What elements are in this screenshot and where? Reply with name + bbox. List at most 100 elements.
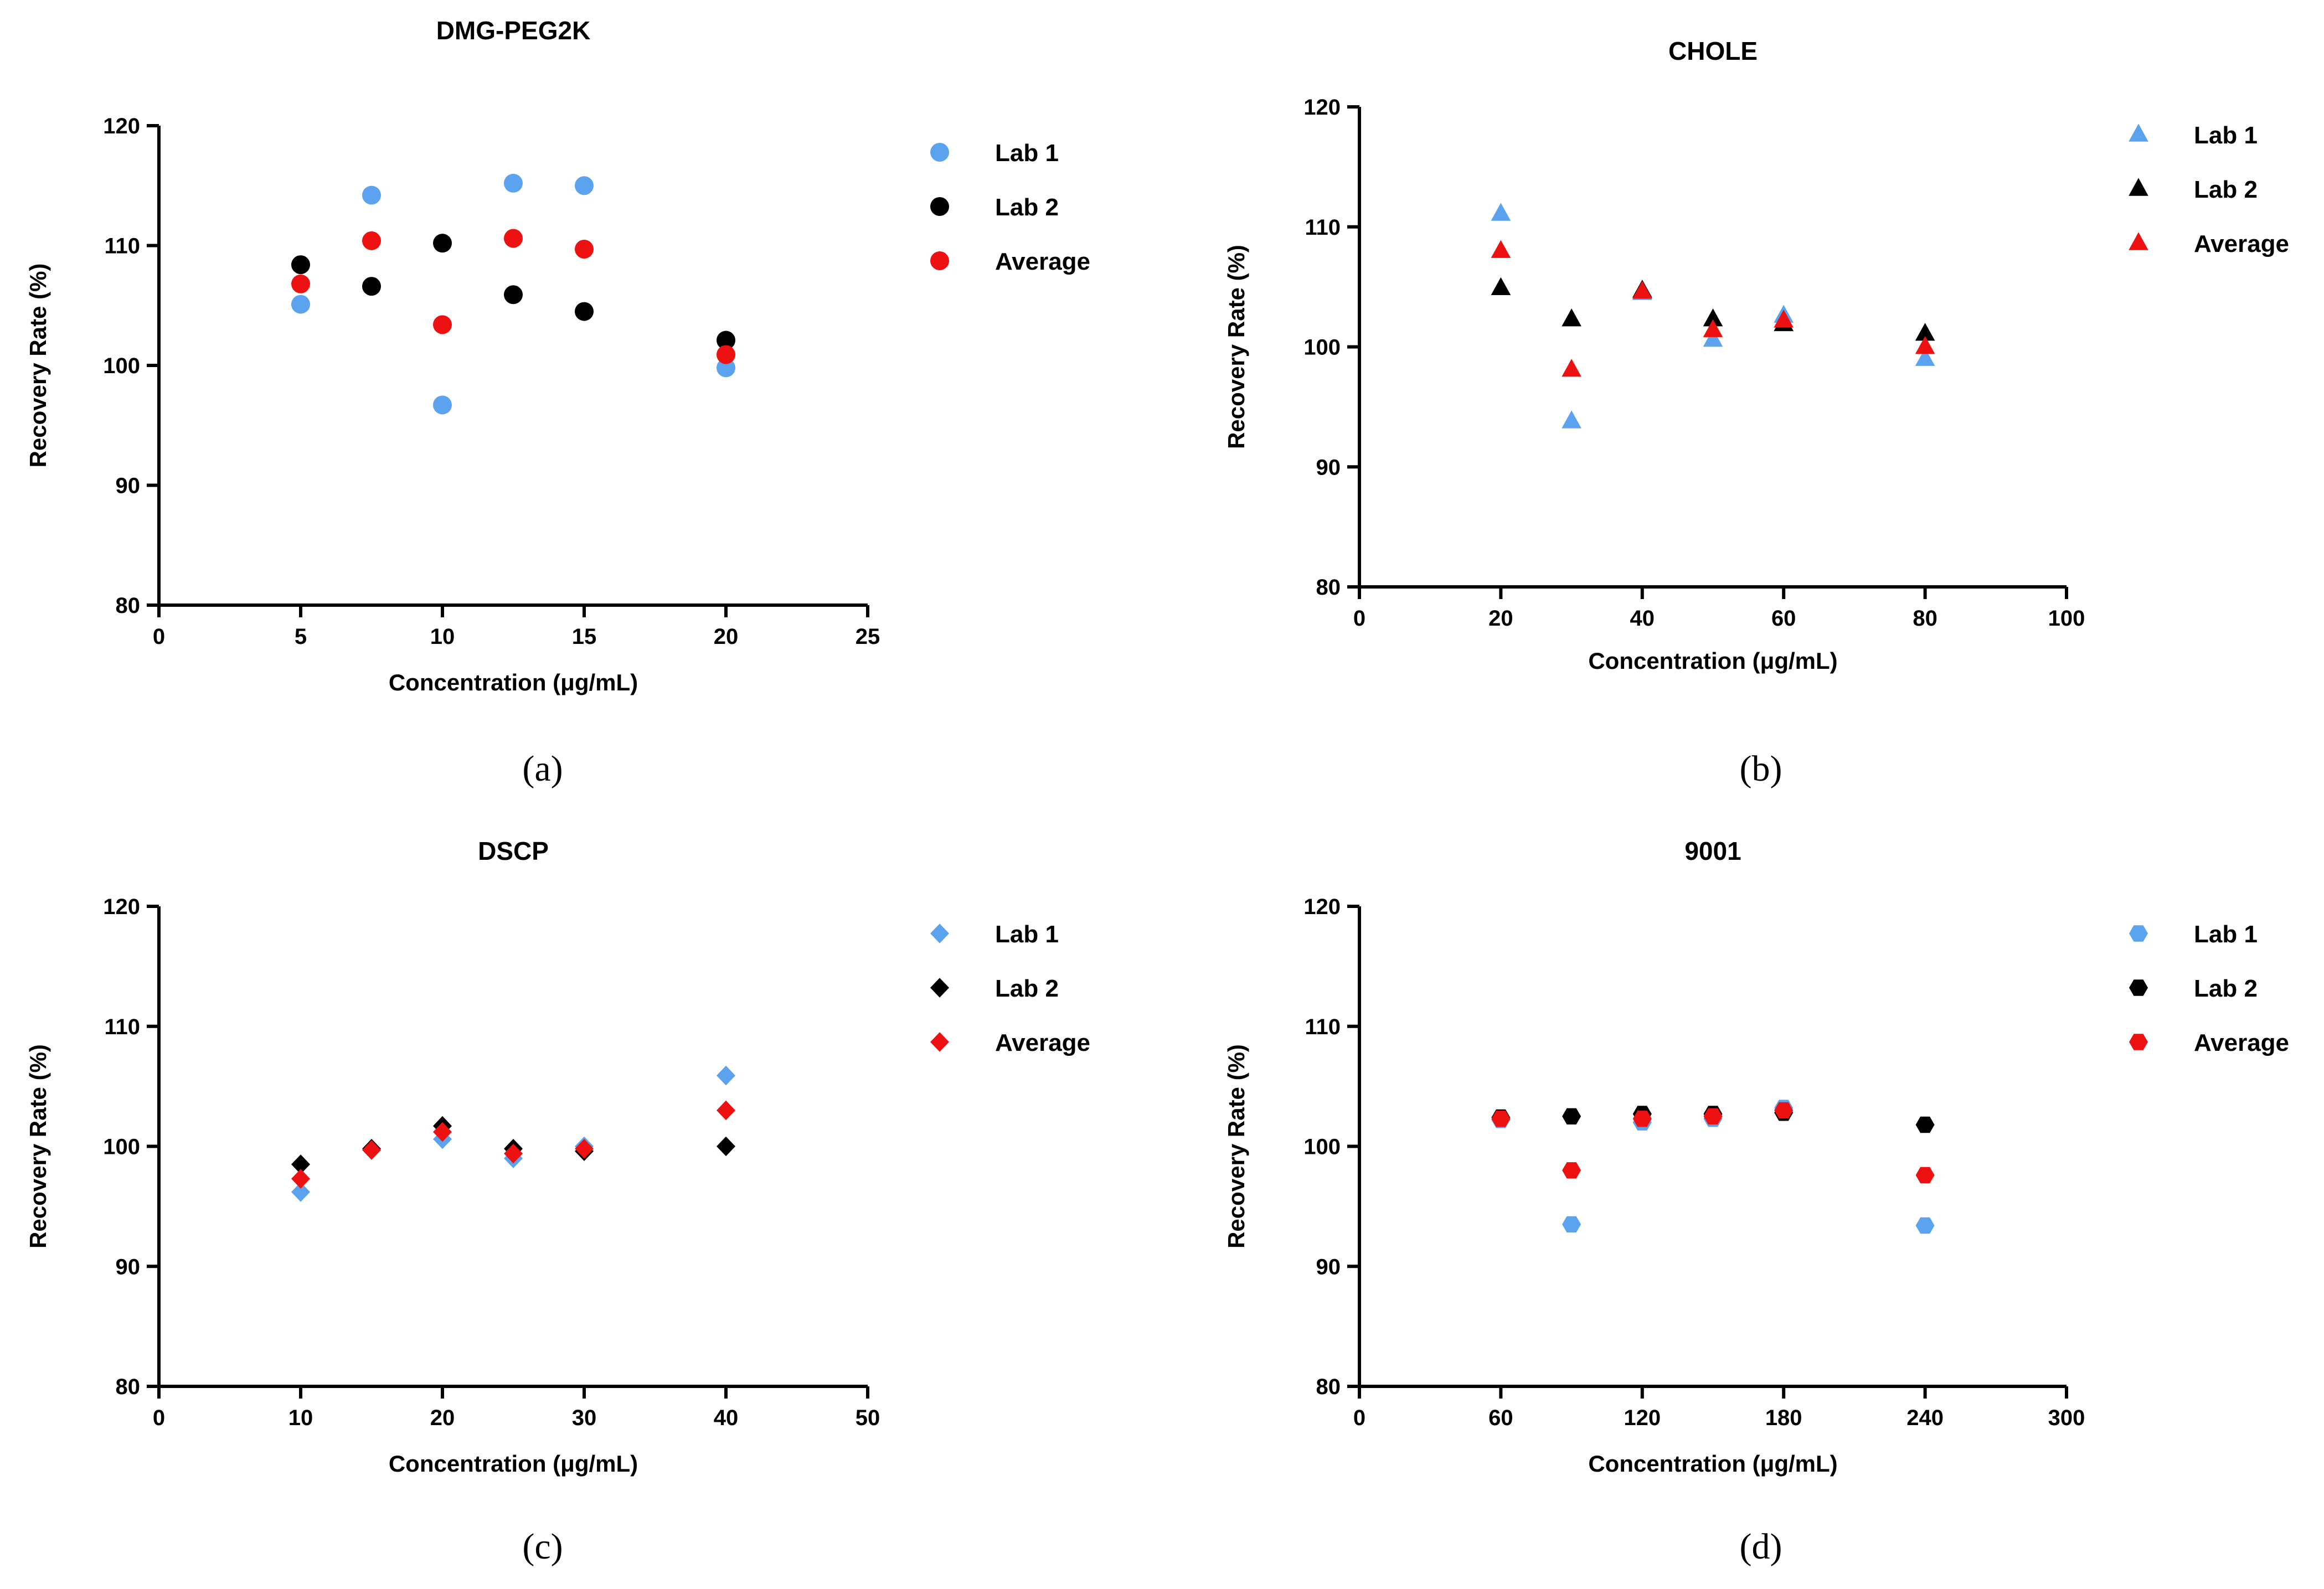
y-tick-label: 110 xyxy=(1305,215,1341,240)
data-point-average xyxy=(1632,1110,1652,1127)
chart-panel-3: DSCP 80 90 100 110 120 0 10 20 30 40 50 Concentratio… xyxy=(25,837,1090,1567)
legend-label-average: Average xyxy=(2194,1029,2289,1056)
data-point-average xyxy=(433,1122,452,1142)
legend-label-average: Average xyxy=(995,248,1090,275)
y-tick-label: 80 xyxy=(1316,1375,1341,1399)
data-point-average xyxy=(1703,319,1723,337)
data-point-average xyxy=(1915,336,1935,354)
x-tick-label: 40 xyxy=(1630,606,1655,631)
data-point-average xyxy=(575,239,594,259)
data-point-average xyxy=(1774,309,1794,328)
x-tick-label: 120 xyxy=(1624,1406,1661,1430)
y-tick-label: 80 xyxy=(116,1375,141,1399)
data-point-average xyxy=(1562,359,1581,377)
legend-label-lab-1: Lab 1 xyxy=(2194,921,2258,948)
data-point-average xyxy=(433,315,452,334)
legend-label-lab-2: Lab 2 xyxy=(2194,176,2258,203)
y-axis-label: Recovery Rate (%) xyxy=(1223,245,1249,449)
data-point-average xyxy=(1774,1102,1794,1119)
y-tick-label: 90 xyxy=(116,1255,141,1279)
legend-label-average: Average xyxy=(995,1029,1090,1056)
y-tick-label: 100 xyxy=(1303,1135,1341,1159)
y-tick-label: 110 xyxy=(1305,1015,1341,1039)
data-point-average xyxy=(1703,1108,1723,1124)
data-point-lab-1 xyxy=(291,1182,310,1202)
x-tick-label: 20 xyxy=(714,625,739,649)
y-tick-label: 80 xyxy=(116,594,141,618)
x-tick-label: 300 xyxy=(2048,1406,2085,1430)
x-tick-label: 40 xyxy=(714,1406,739,1430)
x-tick-label: 80 xyxy=(1913,606,1937,631)
data-point-lab-1 xyxy=(1703,328,1723,347)
x-tick-label: 0 xyxy=(1353,606,1365,631)
data-point-lab-1 xyxy=(504,173,523,193)
y-tick-label: 110 xyxy=(104,1015,140,1039)
legend-marker-lab-2 xyxy=(930,197,949,216)
x-tick-label: 0 xyxy=(1353,1406,1365,1430)
data-point-lab-1 xyxy=(1915,1217,1935,1234)
panel-label: (b) xyxy=(1740,749,1782,789)
data-point-lab-1 xyxy=(1915,348,1935,366)
data-point-lab-2 xyxy=(291,1154,310,1174)
y-tick-label: 120 xyxy=(103,114,140,138)
data-point-lab-2 xyxy=(1562,308,1581,327)
y-tick-label: 120 xyxy=(103,895,140,919)
legend-marker-lab-2 xyxy=(930,978,949,998)
legend-marker-lab-1 xyxy=(930,924,949,943)
legend-label-lab-1: Lab 1 xyxy=(995,140,1059,167)
data-point-lab-2 xyxy=(291,255,310,275)
y-tick-label: 100 xyxy=(103,354,140,378)
y-axis-label: Recovery Rate (%) xyxy=(25,264,51,468)
data-point-average xyxy=(504,1143,523,1164)
x-tick-label: 30 xyxy=(572,1406,597,1430)
legend-label-lab-2: Lab 2 xyxy=(995,975,1059,1002)
data-point-lab-2 xyxy=(1915,323,1935,341)
legend-marker-average xyxy=(2129,1034,2148,1050)
panel-label: (c) xyxy=(522,1526,563,1567)
data-point-average xyxy=(717,1100,735,1121)
data-point-average xyxy=(291,1169,310,1189)
data-point-average xyxy=(1915,1167,1935,1184)
panel-label: (d) xyxy=(1740,1526,1782,1567)
data-point-lab-1 xyxy=(1562,410,1581,429)
x-tick-label: 10 xyxy=(288,1406,313,1430)
chart-title: 9001 xyxy=(1684,837,1741,865)
data-point-lab-1 xyxy=(1562,1216,1581,1233)
data-point-average xyxy=(575,1139,594,1159)
data-point-lab-2 xyxy=(504,285,523,305)
data-point-lab-1 xyxy=(717,1065,735,1086)
x-axis-label: Concentration (μg/mL) xyxy=(389,1451,638,1477)
legend-label-lab-2: Lab 2 xyxy=(995,194,1059,221)
data-point-average xyxy=(362,231,381,250)
data-point-lab-2 xyxy=(433,234,452,253)
x-tick-label: 60 xyxy=(1771,606,1796,631)
legend-marker-average xyxy=(930,1032,949,1052)
x-tick-label: 0 xyxy=(153,1406,165,1430)
x-tick-label: 25 xyxy=(856,625,880,649)
y-tick-label: 110 xyxy=(104,234,140,259)
chart-panel-1: DMG-PEG2K 80 90 100 110 120 0 5 10 15 20 25 Concentr… xyxy=(25,16,1090,789)
x-axis-label: Concentration (μg/mL) xyxy=(389,669,638,695)
chart-title: DMG-PEG2K xyxy=(436,16,591,45)
data-point-lab-1 xyxy=(1491,203,1511,221)
y-tick-label: 100 xyxy=(1303,336,1341,360)
chart-title: CHOLE xyxy=(1668,37,1758,65)
x-tick-label: 20 xyxy=(430,1406,455,1430)
x-tick-label: 180 xyxy=(1765,1406,1802,1430)
data-point-lab-1 xyxy=(291,295,310,314)
x-tick-label: 0 xyxy=(153,625,165,649)
x-tick-label: 60 xyxy=(1488,1406,1513,1430)
chart-panel-4: 9001 80 90 100 110 120 0 60 120 180 240 300 Concentr… xyxy=(1223,837,2289,1567)
x-tick-label: 20 xyxy=(1488,606,1513,631)
data-point-average xyxy=(291,274,310,293)
x-tick-label: 15 xyxy=(572,625,597,649)
y-tick-label: 120 xyxy=(1303,95,1341,120)
data-point-lab-2 xyxy=(575,302,594,321)
legend-marker-lab-2 xyxy=(2129,178,2148,196)
data-point-average xyxy=(1562,1162,1581,1179)
y-tick-label: 90 xyxy=(1316,1255,1341,1279)
data-point-lab-2 xyxy=(717,331,735,350)
data-point-average xyxy=(504,229,523,248)
legend-label-lab-2: Lab 2 xyxy=(2194,975,2258,1002)
